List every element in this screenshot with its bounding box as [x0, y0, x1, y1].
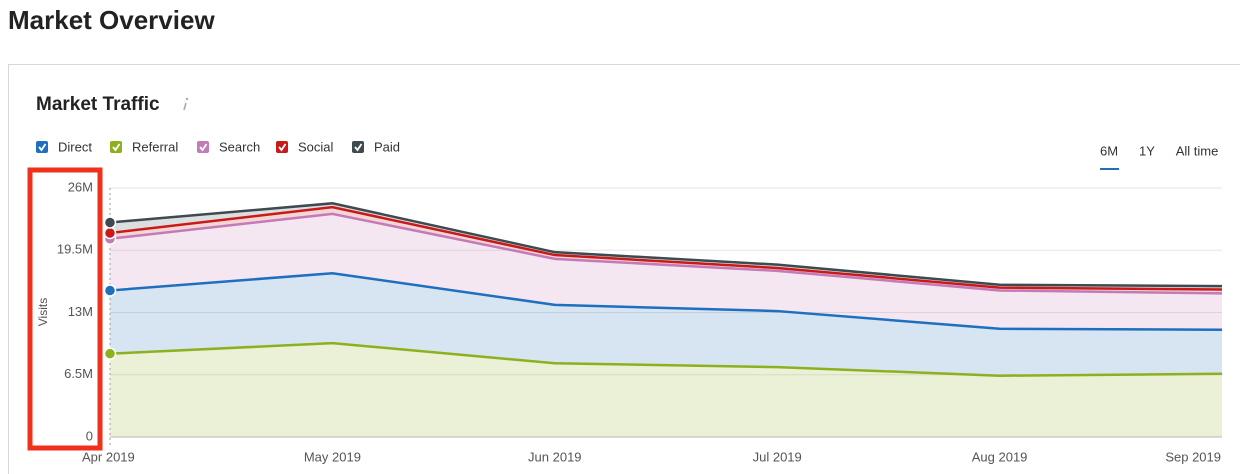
legend-label: Social [298, 139, 334, 154]
x-tick-label: May 2019 [304, 449, 361, 464]
y-tick-label: 6.5M [64, 366, 93, 381]
point-marker [103, 216, 117, 229]
area [110, 273, 1222, 376]
point-marker [103, 226, 117, 240]
legend-item[interactable]: Referral [110, 139, 178, 154]
y-tick-label: 0 [86, 428, 93, 443]
series-line [109, 271, 1223, 331]
legend-label: Referral [132, 139, 178, 154]
legend-checkbox[interactable] [110, 141, 122, 153]
legend-item[interactable]: Social [276, 139, 334, 154]
series-line [109, 202, 1223, 288]
range-button[interactable]: All time [1176, 143, 1219, 158]
x-tick-label: Jun 2019 [528, 449, 582, 464]
range-button[interactable]: 1Y [1139, 143, 1155, 158]
check-mark [38, 143, 47, 152]
y-tick-label: 26M [68, 179, 93, 194]
series-line [109, 205, 1223, 291]
info-icon[interactable] [183, 97, 189, 111]
x-tick-label: Sep 2019 [1165, 449, 1221, 464]
x-tick-label: Jul 2019 [753, 449, 802, 464]
legend-label: Direct [58, 139, 92, 154]
y-tick-label: 19.5M [57, 242, 93, 257]
check-mark [354, 143, 363, 152]
legend-item[interactable]: Direct [36, 139, 92, 154]
plot [109, 187, 1223, 438]
range-button[interactable]: 6M [1100, 143, 1118, 158]
legend-item[interactable]: Paid [352, 139, 400, 154]
x-tick-label: Aug 2019 [972, 449, 1028, 464]
check-mark [112, 143, 121, 152]
area [110, 343, 1222, 437]
legend-checkbox[interactable] [197, 141, 209, 153]
check-mark [278, 143, 287, 152]
card [8, 64, 1240, 474]
page-title: Market Overview [8, 5, 215, 35]
check-mark [199, 143, 208, 152]
series-line [109, 212, 1223, 295]
point-marker [103, 284, 117, 297]
legend-label: Paid [374, 139, 400, 154]
legend-item[interactable]: Search [197, 139, 260, 154]
legend-label: Search [219, 139, 260, 154]
y-axis-label: Visits [36, 298, 50, 326]
legend-checkbox[interactable] [36, 141, 48, 153]
highlight-box [27, 167, 103, 451]
x-tick-label: Apr 2019 [82, 449, 135, 464]
point-marker [103, 347, 117, 360]
y-tick-label: 13M [68, 304, 93, 319]
area [110, 213, 1222, 330]
legend-checkbox[interactable] [276, 141, 288, 153]
card-title: Market Traffic [36, 94, 160, 115]
series-line [109, 341, 1223, 377]
legend-checkbox[interactable] [352, 141, 364, 153]
